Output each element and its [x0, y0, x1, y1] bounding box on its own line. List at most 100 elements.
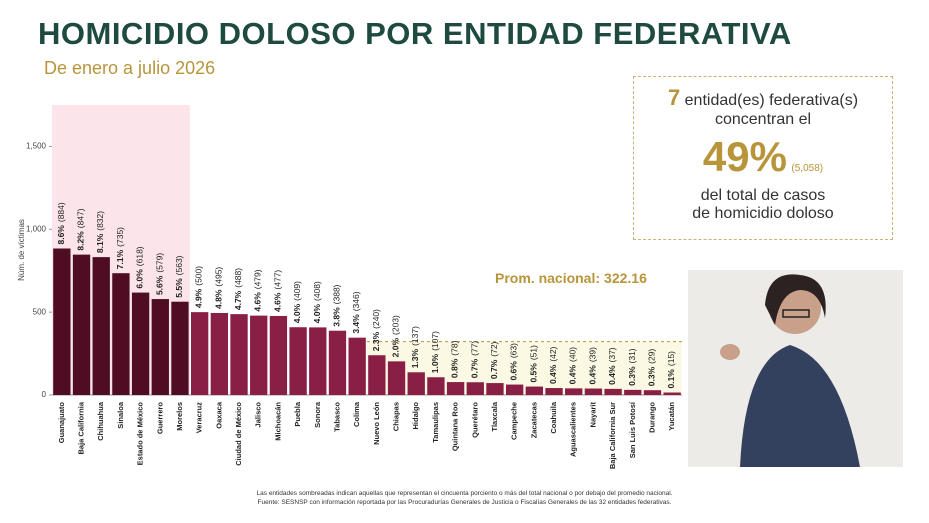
x-tick-label: Querétaro: [470, 402, 479, 438]
data-label: 8.1% (832): [95, 211, 105, 253]
share-label: 4.9%: [194, 288, 204, 308]
data-label: 0.7% (72): [489, 341, 499, 379]
x-tick-label: Nuevo León: [372, 402, 381, 445]
bar: [427, 377, 445, 395]
title: HOMICIDIO DOLOSO POR ENTIDAD FEDERATIVA: [38, 16, 792, 51]
value-label: (77): [470, 341, 480, 356]
share-label: 1.0%: [430, 353, 440, 373]
x-tick-label: Durango: [647, 402, 656, 433]
subtitle: De enero a julio 2026: [44, 58, 216, 78]
data-label: 3.4% (346): [351, 291, 361, 333]
data-label: 7.1% (735): [115, 227, 125, 269]
value-label: (346): [351, 291, 361, 311]
data-label: 2.3% (240): [371, 309, 381, 351]
bar: [525, 386, 544, 395]
x-tick-label: Baja California: [77, 401, 86, 454]
x-tick-label: Aguascalientes: [569, 402, 578, 457]
x-tick-label: Ciudad de México: [234, 402, 243, 466]
data-label: 0.4% (40): [568, 347, 578, 385]
average-label: Prom. nacional:: [495, 270, 600, 286]
data-label: 2.0% (203): [391, 315, 401, 357]
bar: [486, 383, 504, 395]
bar: [151, 299, 169, 395]
share-label: 0.7%: [489, 359, 499, 379]
value-label: (39): [588, 347, 598, 362]
bar: [584, 388, 603, 395]
data-label: 4.6% (479): [253, 269, 263, 311]
bar: [131, 292, 150, 395]
x-tick-label: Tlaxcala: [490, 401, 499, 431]
bar: [348, 337, 366, 395]
x-tick-label: Guerrero: [155, 402, 164, 435]
value-label: (51): [529, 345, 539, 360]
bar: [565, 388, 583, 395]
data-label: 0.3% (29): [647, 349, 657, 387]
bar: [210, 312, 229, 395]
bar: [250, 315, 268, 395]
share-label: 5.5%: [174, 278, 184, 298]
x-tick-label: Colima: [352, 401, 361, 427]
x-tick-label: Estado de México: [136, 402, 145, 466]
share-label: 5.6%: [155, 275, 165, 295]
video-frame: [688, 270, 903, 467]
share-label: 0.4%: [568, 365, 578, 385]
bar: [545, 388, 563, 395]
share-label: 3.8%: [332, 307, 342, 327]
footnote: Las entidades sombreadas indican aquella…: [256, 490, 673, 497]
share-label: 0.7%: [470, 358, 480, 378]
bar: [289, 327, 307, 395]
bar: [368, 355, 386, 395]
x-tick-label: Chiapas: [392, 402, 401, 431]
data-label: 0.3% (31): [627, 348, 637, 386]
data-label: 0.6% (63): [509, 343, 519, 381]
x-tick-label: Guanajuato: [57, 402, 66, 444]
data-label: 5.5% (563): [174, 255, 184, 297]
bar: [505, 384, 524, 395]
bar: [624, 389, 642, 395]
x-tick-label: Morelos: [175, 402, 184, 431]
share-label: 8.6%: [56, 225, 66, 245]
data-label: 0.4% (39): [588, 347, 598, 385]
value-label: (618): [135, 246, 145, 266]
share-label: 0.5%: [529, 363, 539, 383]
y-tick-label: 1,000: [26, 224, 47, 233]
value-label: (388): [332, 284, 342, 304]
share-label: 0.4%: [548, 364, 558, 384]
x-tick-label: Yucatán: [667, 402, 676, 431]
share-label: 0.3%: [647, 366, 657, 386]
data-label: 1.0% (107): [430, 331, 440, 373]
data-label: 4.0% (408): [312, 281, 322, 323]
bar: [53, 248, 71, 395]
data-label: 4.7% (488): [233, 268, 243, 310]
data-label: 0.7% (77): [470, 341, 480, 379]
bar: [387, 361, 406, 395]
value-label: (408): [312, 281, 322, 301]
value-label: (29): [647, 349, 657, 364]
callout-text: del total de casos: [700, 187, 826, 204]
share-label: 4.0%: [292, 303, 302, 323]
share-label: 4.0%: [312, 304, 322, 324]
share-label: 8.1%: [95, 233, 105, 253]
x-tick-label: Sonora: [313, 401, 322, 428]
data-label: 5.6% (579): [155, 253, 165, 295]
x-tick-label: Quintana Roo: [451, 402, 460, 452]
value-label: (40): [568, 347, 578, 362]
value-label: (495): [214, 267, 224, 287]
x-tick-label: Michoacán: [273, 402, 282, 441]
data-label: 0.4% (42): [548, 346, 558, 384]
value-label: (479): [253, 269, 263, 289]
value-label: (579): [155, 253, 165, 273]
y-axis-label: Núm. de víctimas: [17, 219, 26, 281]
share-label: 8.2%: [76, 231, 86, 251]
x-tick-label: Veracruz: [195, 402, 204, 434]
data-label: 3.8% (388): [332, 284, 342, 326]
bar: [309, 327, 327, 395]
value-label: (42): [548, 346, 558, 361]
value-label: (31): [627, 348, 637, 363]
bar: [604, 388, 622, 395]
value-label: (847): [76, 208, 86, 228]
share-label: 7.1%: [115, 249, 125, 269]
value-label: (500): [194, 266, 204, 286]
value-label: (15): [666, 351, 676, 366]
